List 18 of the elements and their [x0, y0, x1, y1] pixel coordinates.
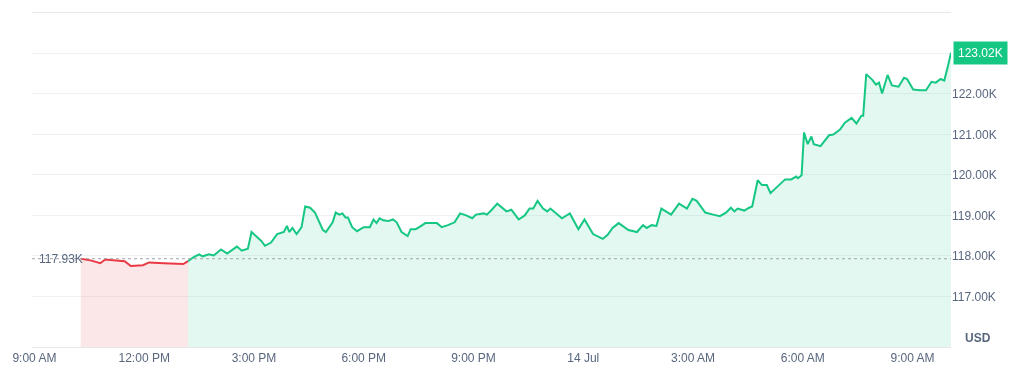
x-tick-label: 6:00 AM [780, 351, 825, 366]
x-tick-label: 9:00 AM [890, 351, 935, 366]
ref-line-label: 117.93K [39, 252, 83, 266]
y-tick-label: 121.00K [952, 127, 997, 142]
x-tick-label: 12:00 PM [118, 351, 170, 366]
x-tick-label: 9:00 AM [12, 351, 57, 366]
annotation: 123.02K [958, 46, 1003, 60]
x-tick-label: 14 Jul [567, 351, 600, 366]
y-axis-title: USD [965, 331, 991, 345]
x-tick-label: 3:00 PM [231, 351, 277, 366]
y-tick-label: 119.00K [952, 208, 996, 223]
y-tick-label: 122.00K [952, 87, 997, 102]
y-tick-label: 120.00K [952, 168, 997, 183]
x-tick-label: 9:00 PM [451, 351, 496, 366]
y-tick-label: 117.00K [952, 289, 996, 304]
x-tick-label: 6:00 PM [341, 351, 387, 366]
y-tick-label: 118.00K [952, 249, 996, 264]
x-tick-label: 3:00 AM [671, 351, 716, 366]
